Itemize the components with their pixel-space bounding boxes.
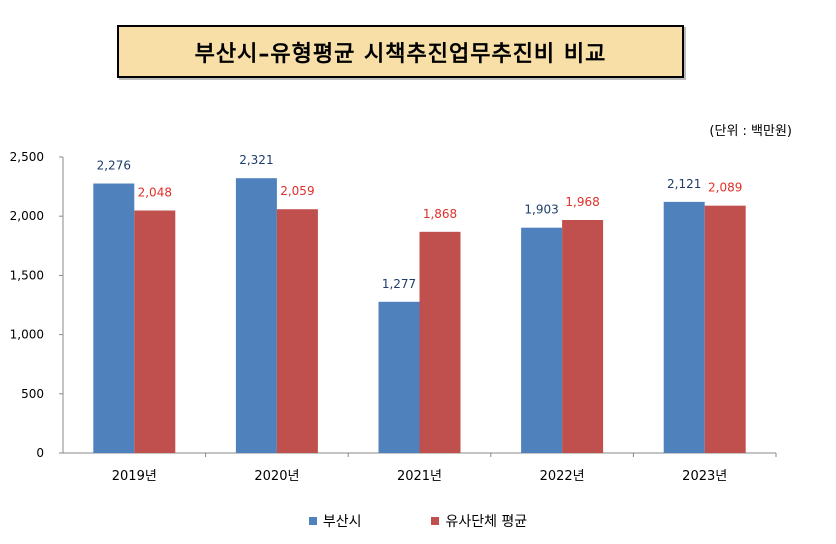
unit-label: (단위 : 백만원) <box>709 124 792 139</box>
bar-busan <box>378 301 420 453</box>
legend-item-busan: 부산시 <box>308 511 362 531</box>
y-tick-label: 2,000 <box>10 209 44 223</box>
data-label: 2,089 <box>708 181 742 195</box>
bar-avg <box>562 219 604 453</box>
x-tick-label: 2021년 <box>397 469 442 484</box>
data-label: 2,276 <box>97 159 131 173</box>
legend-item-avg: 유사단체 평균 <box>431 511 527 531</box>
data-label: 1,868 <box>423 207 457 221</box>
bar-avg <box>704 205 746 453</box>
bar-busan <box>663 201 705 453</box>
bar-busan <box>235 178 277 453</box>
data-label: 2,059 <box>280 184 314 198</box>
legend-label-avg: 유사단체 평균 <box>445 514 528 530</box>
y-tick-label: 500 <box>21 387 44 401</box>
legend-label-busan: 부산시 <box>322 514 362 530</box>
data-label: 1,968 <box>565 195 599 209</box>
data-label: 2,321 <box>239 153 273 167</box>
bar-avg <box>134 210 176 453</box>
x-tick-label: 2022년 <box>540 469 585 484</box>
data-label: 2,121 <box>667 177 701 191</box>
x-tick-label: 2020년 <box>254 469 299 484</box>
bar-avg <box>276 209 318 453</box>
bar-busan <box>521 227 563 453</box>
data-label: 2,048 <box>138 186 172 200</box>
y-tick-label: 1,500 <box>10 268 44 282</box>
bar-avg <box>419 231 461 453</box>
data-label: 1,277 <box>382 277 416 291</box>
bar-busan <box>93 183 135 453</box>
y-tick-label: 2,500 <box>10 150 44 164</box>
x-tick-label: 2023년 <box>682 469 727 484</box>
legend-swatch-busan <box>308 517 317 525</box>
chart-title: 부산시–유형평균 시책추진업무추진비 비교 <box>117 25 684 78</box>
x-tick-label: 2019년 <box>112 469 157 484</box>
legend: 부산시 유사단체 평균 <box>0 511 836 531</box>
data-label: 1,903 <box>524 203 558 217</box>
legend-swatch-avg <box>431 517 440 525</box>
y-tick-label: 1,000 <box>10 328 44 342</box>
y-tick-label: 0 <box>36 446 44 460</box>
